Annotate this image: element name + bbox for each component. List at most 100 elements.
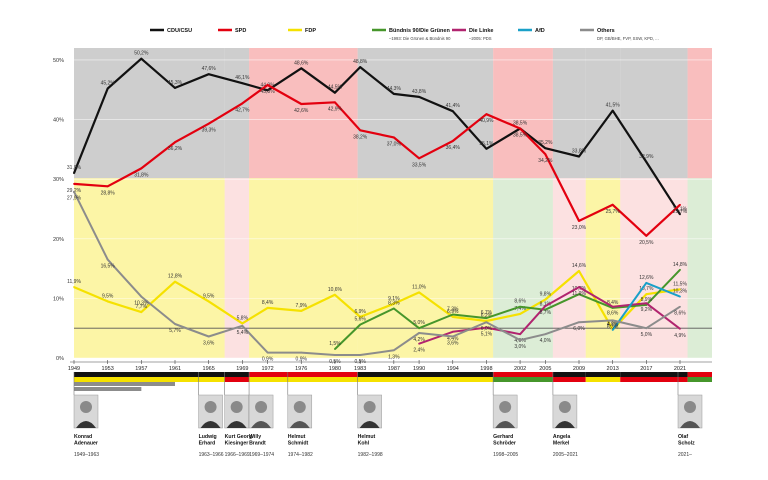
x-tick-label: 1949 [68, 366, 80, 372]
data-label: 5,1% [481, 332, 493, 338]
coalition-band-primary [687, 48, 712, 179]
data-point [418, 342, 420, 345]
data-label: 31,8% [134, 172, 149, 178]
data-point [544, 308, 547, 311]
x-axis: 1949 1953 1957 1961 1965 1969 1972 1976 1980 1983… [68, 360, 712, 372]
x-tick-label: 1965 [203, 366, 215, 372]
data-label: 8,6% [674, 311, 686, 317]
data-point [645, 234, 648, 237]
chancellor-name: Schmidt [288, 441, 309, 447]
data-label: 2,4% [413, 348, 425, 354]
data-label: 32,9% [639, 154, 654, 160]
data-label: 14,6% [572, 263, 587, 269]
data-point [266, 351, 269, 354]
data-point [679, 305, 681, 308]
x-tick-label: 2013 [607, 366, 619, 372]
data-point [266, 84, 269, 86]
legend-label: Die Linke [469, 28, 493, 34]
data-label: 5,8% [237, 315, 249, 321]
data-label: 9,2% [641, 307, 653, 313]
data-point [106, 185, 109, 188]
x-tick-label: 1953 [102, 366, 114, 372]
chancellor-name: Helmut [288, 434, 306, 440]
x-tick-label: 1998 [480, 366, 492, 372]
data-label: 0,9% [262, 357, 274, 363]
data-label: 10,7% [572, 286, 587, 292]
legend-item: FDP [288, 28, 316, 34]
data-point [140, 167, 143, 170]
data-point [578, 219, 580, 222]
data-point [418, 291, 420, 294]
data-label: 46,1% [235, 75, 250, 81]
legend-note: DP, GB/BHE, FVP, SSW, KPD, ... [597, 36, 659, 41]
x-tick-label: 1972 [261, 366, 273, 372]
legend-item: Die Linke –2005: PDS [452, 28, 493, 41]
data-point [174, 87, 176, 89]
data-point [485, 113, 488, 116]
data-label: 6,7% [481, 310, 493, 316]
legend-label: Others [597, 28, 615, 34]
data-label: 8,6% [514, 299, 526, 305]
series-line [334, 269, 681, 350]
chancellor-name: Gerhard [493, 434, 513, 440]
data-label: 45,3% [168, 80, 183, 86]
data-point [207, 122, 210, 125]
chancellor-term: 1966–1969 [225, 452, 250, 458]
x-tick-label: 1961 [169, 366, 181, 372]
coalition-band-primary [493, 48, 553, 179]
data-point [334, 91, 336, 94]
legend-label: Bündnis 90/Die Grünen [389, 28, 450, 34]
data-point [207, 73, 210, 76]
portrait-body-icon [76, 421, 96, 428]
data-point [451, 313, 454, 316]
data-point [334, 101, 336, 104]
data-label: 5,4% [237, 330, 249, 336]
data-label: 40,9% [479, 118, 494, 124]
data-label: 4,0% [514, 338, 526, 344]
data-label: 10,7% [639, 286, 654, 292]
legend-label: FDP [305, 28, 316, 34]
data-label: 48,8% [353, 59, 368, 65]
data-label: 9,8% [540, 292, 552, 298]
data-point [334, 354, 336, 356]
x-tick-label: 1983 [354, 366, 366, 372]
data-point [451, 335, 454, 338]
x-tick-label: 1969 [236, 366, 248, 372]
coalition-band-partner [357, 178, 494, 358]
data-label: 8,9% [641, 297, 653, 303]
data-point [679, 295, 681, 298]
data-label: 11,5% [673, 281, 687, 287]
data-point [174, 280, 176, 283]
legend-note: –1993: Die Grünen & Bündnis 90 [389, 36, 451, 41]
chancellor-term: 1949–1963 [74, 452, 99, 458]
chancellor-name: Willy [249, 434, 261, 440]
data-point [578, 293, 580, 296]
chancellor-name: Kiesinger [225, 441, 249, 447]
portrait-head-icon [558, 401, 571, 413]
stripe-partner-party [552, 377, 586, 382]
data-label: 4,9% [674, 333, 686, 339]
data-label: 44,5% [328, 85, 343, 91]
stripe-partner-party [620, 377, 688, 382]
coalition-band-primary [552, 48, 586, 179]
x-tick-label: 2005 [539, 366, 551, 372]
portrait-body-icon [289, 421, 310, 428]
data-point [451, 330, 454, 333]
data-point [611, 329, 614, 331]
data-label: 31,0% [67, 165, 82, 171]
chancellor-name: Erhard [199, 441, 216, 447]
data-point [359, 315, 362, 318]
data-label: 39,3% [202, 128, 217, 134]
data-point [73, 190, 75, 193]
portrait-head-icon [684, 401, 696, 413]
chancellor-name: Kurt Georg [225, 434, 252, 440]
series-others: 27,9% 16,5% 10,3% 5,7% 3,6% 5,4% 0,9% 0,9% 0,5% 0… [67, 190, 686, 365]
legend-label: AfD [535, 28, 545, 34]
stripe-lead-party [620, 372, 688, 377]
data-label: 12,8% [168, 274, 183, 280]
data-label: 8,4% [262, 300, 274, 306]
stripe-lead-party [249, 372, 358, 377]
data-point [140, 295, 143, 298]
